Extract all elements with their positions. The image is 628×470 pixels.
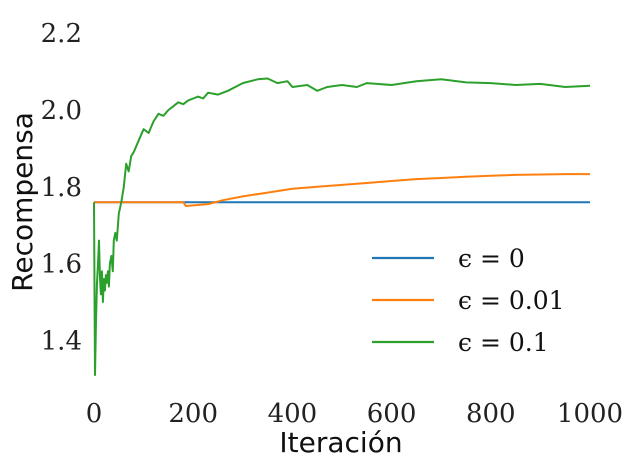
y-tick-label-3: 2.0: [41, 96, 82, 126]
legend-label-2: ϵ = 0.1: [458, 328, 549, 357]
x-tick-label-2: 400: [268, 399, 318, 429]
x-tick-label-0: 0: [86, 399, 103, 429]
legend: ϵ = 0 ϵ = 0.01 ϵ = 0.1: [372, 244, 565, 357]
y-axis-ticks: 1.4 1.6 1.8 2.0 2.2: [41, 19, 82, 356]
x-axis-ticks: 0 200 400 600 800 1000: [86, 399, 623, 429]
y-tick-label-2: 1.8: [41, 173, 82, 203]
legend-label-0: ϵ = 0: [458, 244, 525, 273]
x-tick-label-5: 1000: [557, 399, 623, 429]
x-axis-label: Iteración: [279, 426, 402, 459]
y-axis-label: Recompensa: [6, 112, 39, 292]
plot-lines: [93, 77, 591, 376]
y-tick-label-4: 2.2: [41, 19, 82, 49]
series-line-2: [93, 77, 591, 376]
x-tick-label-3: 600: [367, 399, 417, 429]
x-tick-label-1: 200: [168, 399, 218, 429]
y-tick-label-0: 1.4: [41, 326, 82, 356]
series-line-1: [94, 173, 590, 207]
x-tick-label-4: 800: [466, 399, 516, 429]
y-tick-label-1: 1.6: [41, 250, 82, 280]
legend-label-1: ϵ = 0.01: [458, 286, 565, 315]
